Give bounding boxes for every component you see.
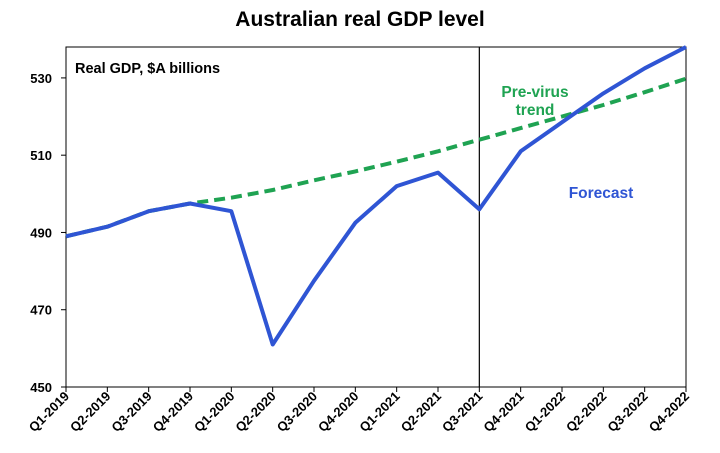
y-tick-label: 490	[30, 225, 52, 240]
x-tick-label: Q1-2022	[522, 389, 568, 435]
x-tick-label: Q1-2019	[26, 389, 72, 435]
series-layer	[65, 45, 687, 347]
x-tick-label: Q4-2022	[646, 389, 692, 435]
x-tick-label: Q4-2020	[315, 389, 361, 435]
x-tick-label: Q4-2019	[150, 389, 196, 435]
chart-title: Australian real GDP level	[235, 8, 485, 31]
x-tick-label: Q1-2020	[191, 389, 237, 435]
y-tick-label: 530	[30, 71, 52, 86]
x-tick-label: Q2-2020	[232, 389, 278, 435]
plot-frame	[65, 46, 687, 388]
y-tick-label: 450	[30, 380, 52, 395]
x-tick-label: Q2-2022	[563, 389, 609, 435]
x-tick-label: Q2-2019	[67, 389, 113, 435]
axes: 450470490510530Q1-2019Q2-2019Q3-2019Q4-2…	[26, 46, 692, 435]
x-tick-label: Q3-2019	[108, 389, 154, 435]
x-tick-label: Q3-2022	[604, 389, 650, 435]
inner-label: Real GDP, $A billions	[75, 61, 220, 77]
y-tick-label: 470	[30, 303, 52, 318]
forecast-label: Forecast	[569, 185, 634, 202]
x-tick-label: Q3-2021	[439, 389, 485, 435]
trend-label-line-1: Pre-virus	[501, 84, 568, 101]
trend-label-line-2: trend	[516, 102, 555, 119]
series-line-forecast	[65, 45, 687, 347]
x-tick-label: Q1-2021	[356, 389, 402, 435]
x-tick-label: Q2-2021	[398, 389, 444, 435]
y-tick-label: 510	[30, 148, 52, 163]
x-tick-label: Q3-2020	[274, 389, 320, 435]
x-tick-label: Q4-2021	[480, 389, 526, 435]
